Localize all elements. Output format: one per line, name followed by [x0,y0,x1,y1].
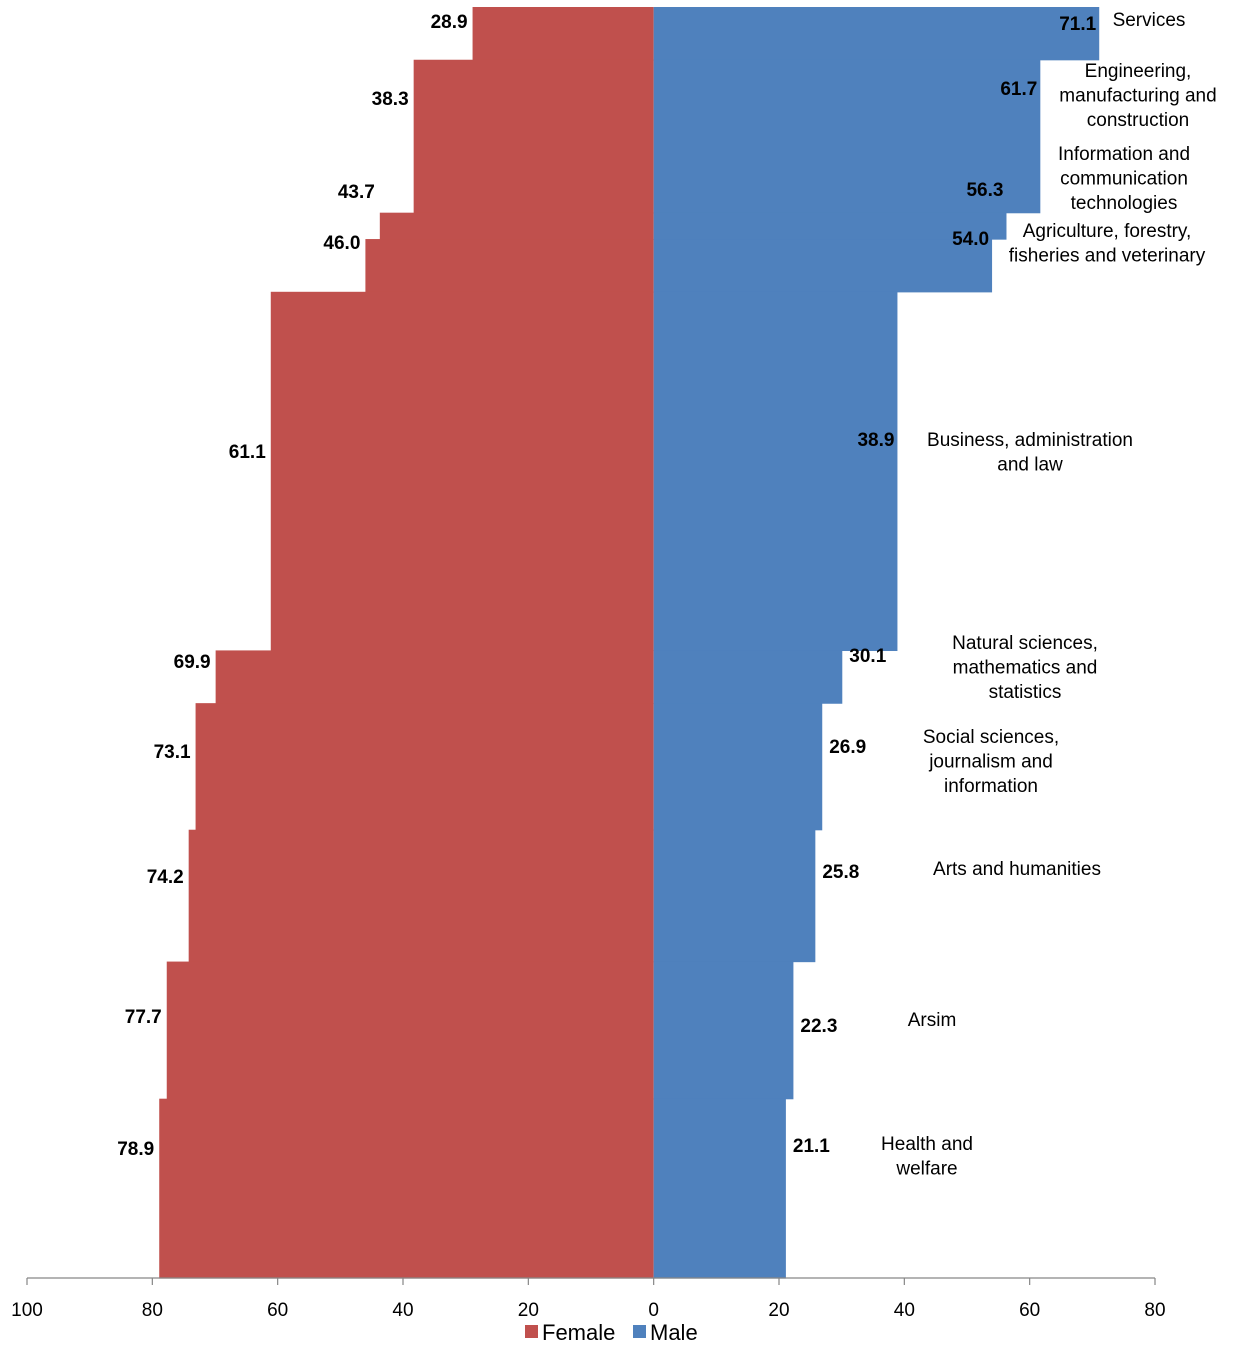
legend-label: Female [542,1320,615,1345]
category-label: Agriculture, forestry, fisheries and vete… [1009,221,1206,267]
x-tick-label: 60 [267,1300,288,1321]
male-value-label: 38.9 [857,430,894,451]
female-value-label: 61.1 [229,442,266,463]
female-value-label: 28.9 [431,12,468,33]
category-labels-layer: Services Engineering, manufacturing and con… [881,10,1217,1180]
male-value-label: 30.1 [849,646,886,667]
category-label: Health and welfare [881,1134,973,1180]
male-bar [653,59,1041,214]
category-label-line: Natural sciences, [952,633,1098,654]
category-label-line: welfare [895,1159,957,1180]
category-label-line: construction [1087,110,1189,131]
male-value-label: 61.7 [1000,79,1037,100]
female-bar [166,961,654,1100]
category-label: Natural sciences, mathematics and statisti… [952,633,1098,703]
category-label-line: Health and [881,1134,973,1155]
category-label: Arts and humanities [933,859,1101,880]
category-label-line: Arsim [908,1010,957,1031]
female-bar [215,650,654,704]
category-label-line: mathematics and [953,658,1098,679]
bars-layer [159,7,1100,1279]
x-tick-label: 60 [1019,1300,1040,1321]
category-label-line: information [944,776,1038,797]
category-label-line: statistics [989,682,1062,703]
category-label-line: Services [1113,10,1186,31]
female-bar [195,703,654,831]
male-bar [653,829,816,963]
category-label-line: communication [1060,169,1188,190]
legend-swatch [633,1325,646,1338]
female-value-label: 38.3 [372,89,409,110]
category-label-line: journalism and [928,752,1053,773]
female-bar [365,239,654,293]
category-label-line: manufacturing and [1059,86,1216,107]
female-value-label: 43.7 [338,182,375,203]
male-value-label: 22.3 [800,1016,837,1037]
x-axis: 100 80 60 40 20 0 20 40 60 80 [11,1277,1166,1321]
female-value-label: 73.1 [154,742,191,763]
male-value-label: 21.1 [793,1136,830,1157]
category-label: Services [1113,10,1186,31]
female-value-label: 78.9 [117,1139,154,1160]
female-bar [159,1098,654,1279]
female-value-label: 77.7 [125,1007,162,1028]
male-bar [653,291,898,652]
male-value-label: 25.8 [822,862,859,883]
x-tick-label: 0 [648,1300,659,1321]
female-bar [188,829,654,963]
category-label-line: Arts and humanities [933,859,1101,880]
category-label-line: Social sciences, [923,727,1059,748]
category-label: Arsim [908,1010,957,1031]
category-label-line: Agriculture, forestry, [1023,221,1192,242]
male-bar [653,961,794,1100]
category-label: Engineering, manufacturing and constructio… [1059,61,1216,131]
female-bar [472,7,654,61]
female-value-label: 46.0 [323,233,360,254]
x-tick-label: 20 [518,1300,539,1321]
category-label-line: technologies [1071,193,1178,214]
category-label-line: and law [997,455,1063,476]
male-bar [653,212,1007,240]
x-tick-label: 40 [894,1300,915,1321]
x-tick-label: 100 [11,1300,43,1321]
female-bar [379,212,654,240]
legend-swatch [525,1325,538,1338]
category-label-line: Business, administration [927,430,1133,451]
male-value-label: 54.0 [952,229,989,250]
female-value-label: 74.2 [147,867,184,888]
x-tick-label: 40 [392,1300,413,1321]
male-value-label: 71.1 [1059,14,1096,35]
category-label: Business, administration and law [927,430,1133,476]
category-label-line: Engineering, [1085,61,1192,82]
male-value-label: 56.3 [966,180,1003,201]
category-label: Information and communication technologies [1058,144,1190,214]
x-tick-label: 80 [1144,1300,1165,1321]
male-bar [653,650,843,704]
female-bar [413,59,654,214]
category-label-line: fisheries and veterinary [1009,246,1206,267]
value-labels-layer: 28.9 38.3 43.7 46.0 61.1 69.9 73.1 74.2 77.7 78.9… [117,12,1096,1160]
male-bar [653,239,993,293]
legend-label: Male [650,1320,698,1345]
female-bar [270,291,654,652]
male-bar [653,7,1100,61]
x-tick-label: 80 [142,1300,163,1321]
male-bar [653,703,823,831]
x-tick-label: 20 [768,1300,789,1321]
category-label: Social sciences, journalism and informatio… [923,727,1059,797]
male-bar [653,1098,786,1279]
category-label-line: Information and [1058,144,1190,165]
male-value-label: 26.9 [829,737,866,758]
female-value-label: 69.9 [174,652,211,673]
legend: Female Male [525,1320,698,1345]
